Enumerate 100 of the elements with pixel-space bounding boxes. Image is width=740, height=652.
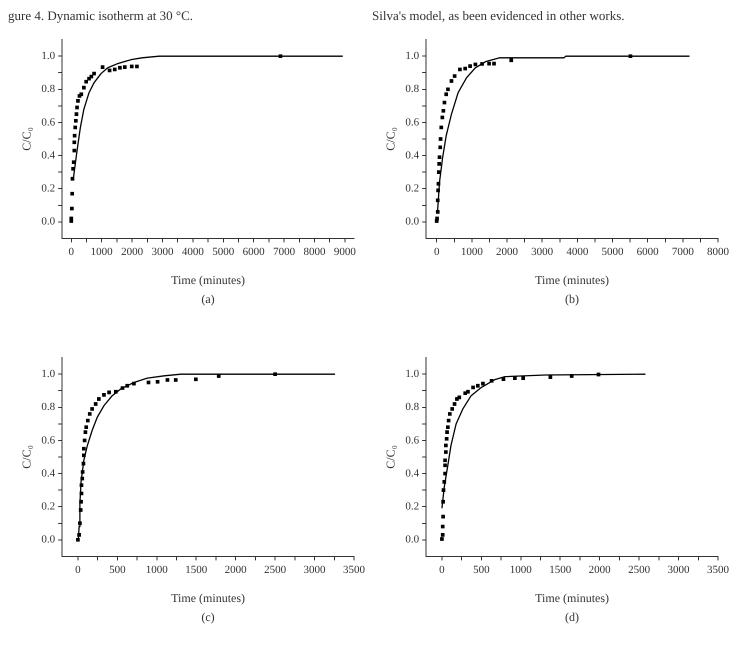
point — [82, 86, 86, 90]
y-tick-label: 0.0 — [405, 216, 420, 228]
x-tick-label: 2000 — [496, 246, 519, 258]
y-tick-label: 0.8 — [405, 83, 420, 96]
point — [71, 166, 75, 171]
y-tick-label: 0.8 — [41, 83, 56, 96]
x-tick-label: 6000 — [242, 246, 266, 258]
point — [132, 382, 136, 386]
x-tick-label: 2500 — [628, 564, 651, 576]
text: (d) — [564, 610, 580, 625]
point — [118, 66, 122, 70]
point — [436, 170, 441, 174]
x-tick-label: 0 — [75, 564, 82, 576]
point — [125, 384, 130, 388]
y-tick-label: 0.6 — [405, 434, 420, 446]
point — [502, 377, 506, 381]
point — [122, 65, 127, 69]
x-tick-label: 5000 — [602, 246, 624, 258]
point — [440, 116, 444, 120]
x-tick-label: 8000 — [707, 246, 730, 258]
point — [80, 470, 84, 474]
x-tick-label: 1000 — [146, 564, 168, 576]
point — [442, 488, 446, 492]
y-tick-label: 1.0 — [405, 50, 420, 62]
point — [450, 407, 454, 411]
x-tick-label: 500 — [109, 564, 126, 576]
point — [273, 372, 277, 376]
point — [509, 58, 514, 62]
point — [72, 140, 76, 144]
point — [446, 87, 450, 92]
point — [471, 386, 475, 390]
point — [77, 533, 81, 537]
point — [448, 412, 452, 416]
point — [88, 412, 92, 416]
x-tick-label: 3000 — [531, 246, 554, 258]
x-tick-label: 0 — [439, 564, 446, 576]
point — [474, 62, 478, 66]
y-tick-label: 1.0 — [41, 368, 56, 380]
x-tick-label: 3500 — [707, 564, 730, 576]
point — [174, 378, 178, 382]
y-tick-label: 0.0 — [405, 534, 420, 546]
point — [90, 407, 94, 411]
x-tick-label: 4000 — [182, 246, 204, 258]
point — [458, 68, 462, 72]
point — [112, 68, 117, 72]
y-tick-label: 0.4 — [41, 149, 56, 162]
point — [444, 450, 448, 454]
y-tick-label: 0.0 — [41, 216, 56, 228]
x-tick-label: 3000 — [668, 564, 690, 576]
x-tick-label: 5000 — [212, 246, 235, 258]
point — [72, 148, 76, 152]
point — [436, 182, 440, 186]
point — [436, 210, 440, 214]
point — [438, 155, 442, 160]
x-tick-label: 2000 — [588, 564, 612, 576]
point — [450, 79, 454, 83]
point — [216, 374, 221, 378]
y-axis-title: C/C₀ — [383, 445, 398, 469]
point — [86, 418, 90, 422]
point — [452, 402, 456, 406]
y-tick-label: 0.2 — [405, 182, 420, 195]
x-tick-label: 6000 — [636, 246, 660, 258]
point — [84, 425, 88, 430]
point — [492, 62, 496, 66]
x-tick-label: 1000 — [460, 246, 484, 258]
point — [443, 472, 447, 476]
x-tick-label: 4000 — [566, 246, 589, 258]
point — [74, 118, 78, 123]
point — [102, 393, 106, 397]
point — [108, 68, 112, 72]
point — [548, 375, 552, 379]
y-tick-label: 0.6 — [405, 116, 420, 128]
point — [481, 382, 485, 386]
y-axis-title: C/C₀ — [19, 127, 34, 151]
point — [445, 430, 449, 434]
point — [96, 397, 101, 401]
x-axis-title: Time (minutes) — [171, 590, 246, 605]
text: Silva's model, as been evidenced in other works. — [372, 8, 625, 23]
point — [194, 377, 198, 382]
y-tick-label: 0.8 — [41, 401, 56, 414]
x-tick-label: 0 — [68, 246, 75, 258]
point — [80, 476, 84, 480]
point — [443, 458, 447, 462]
y-tick-label: 0.2 — [41, 182, 56, 195]
x-tick-label: 1500 — [185, 564, 208, 576]
text: (a) — [200, 292, 216, 307]
y-tick-label: 0.2 — [405, 500, 420, 513]
point — [436, 188, 440, 192]
point — [82, 446, 86, 451]
point — [452, 74, 456, 78]
point — [94, 402, 98, 406]
point — [446, 418, 450, 422]
point — [78, 521, 82, 526]
point — [92, 72, 96, 76]
y-tick-label: 0.0 — [41, 534, 56, 546]
x-tick-label: 2000 — [121, 246, 144, 258]
x-axis-title: Time (minutes) — [535, 272, 610, 287]
x-tick-label: 1000 — [90, 246, 114, 258]
point — [76, 538, 80, 542]
point — [490, 378, 494, 383]
